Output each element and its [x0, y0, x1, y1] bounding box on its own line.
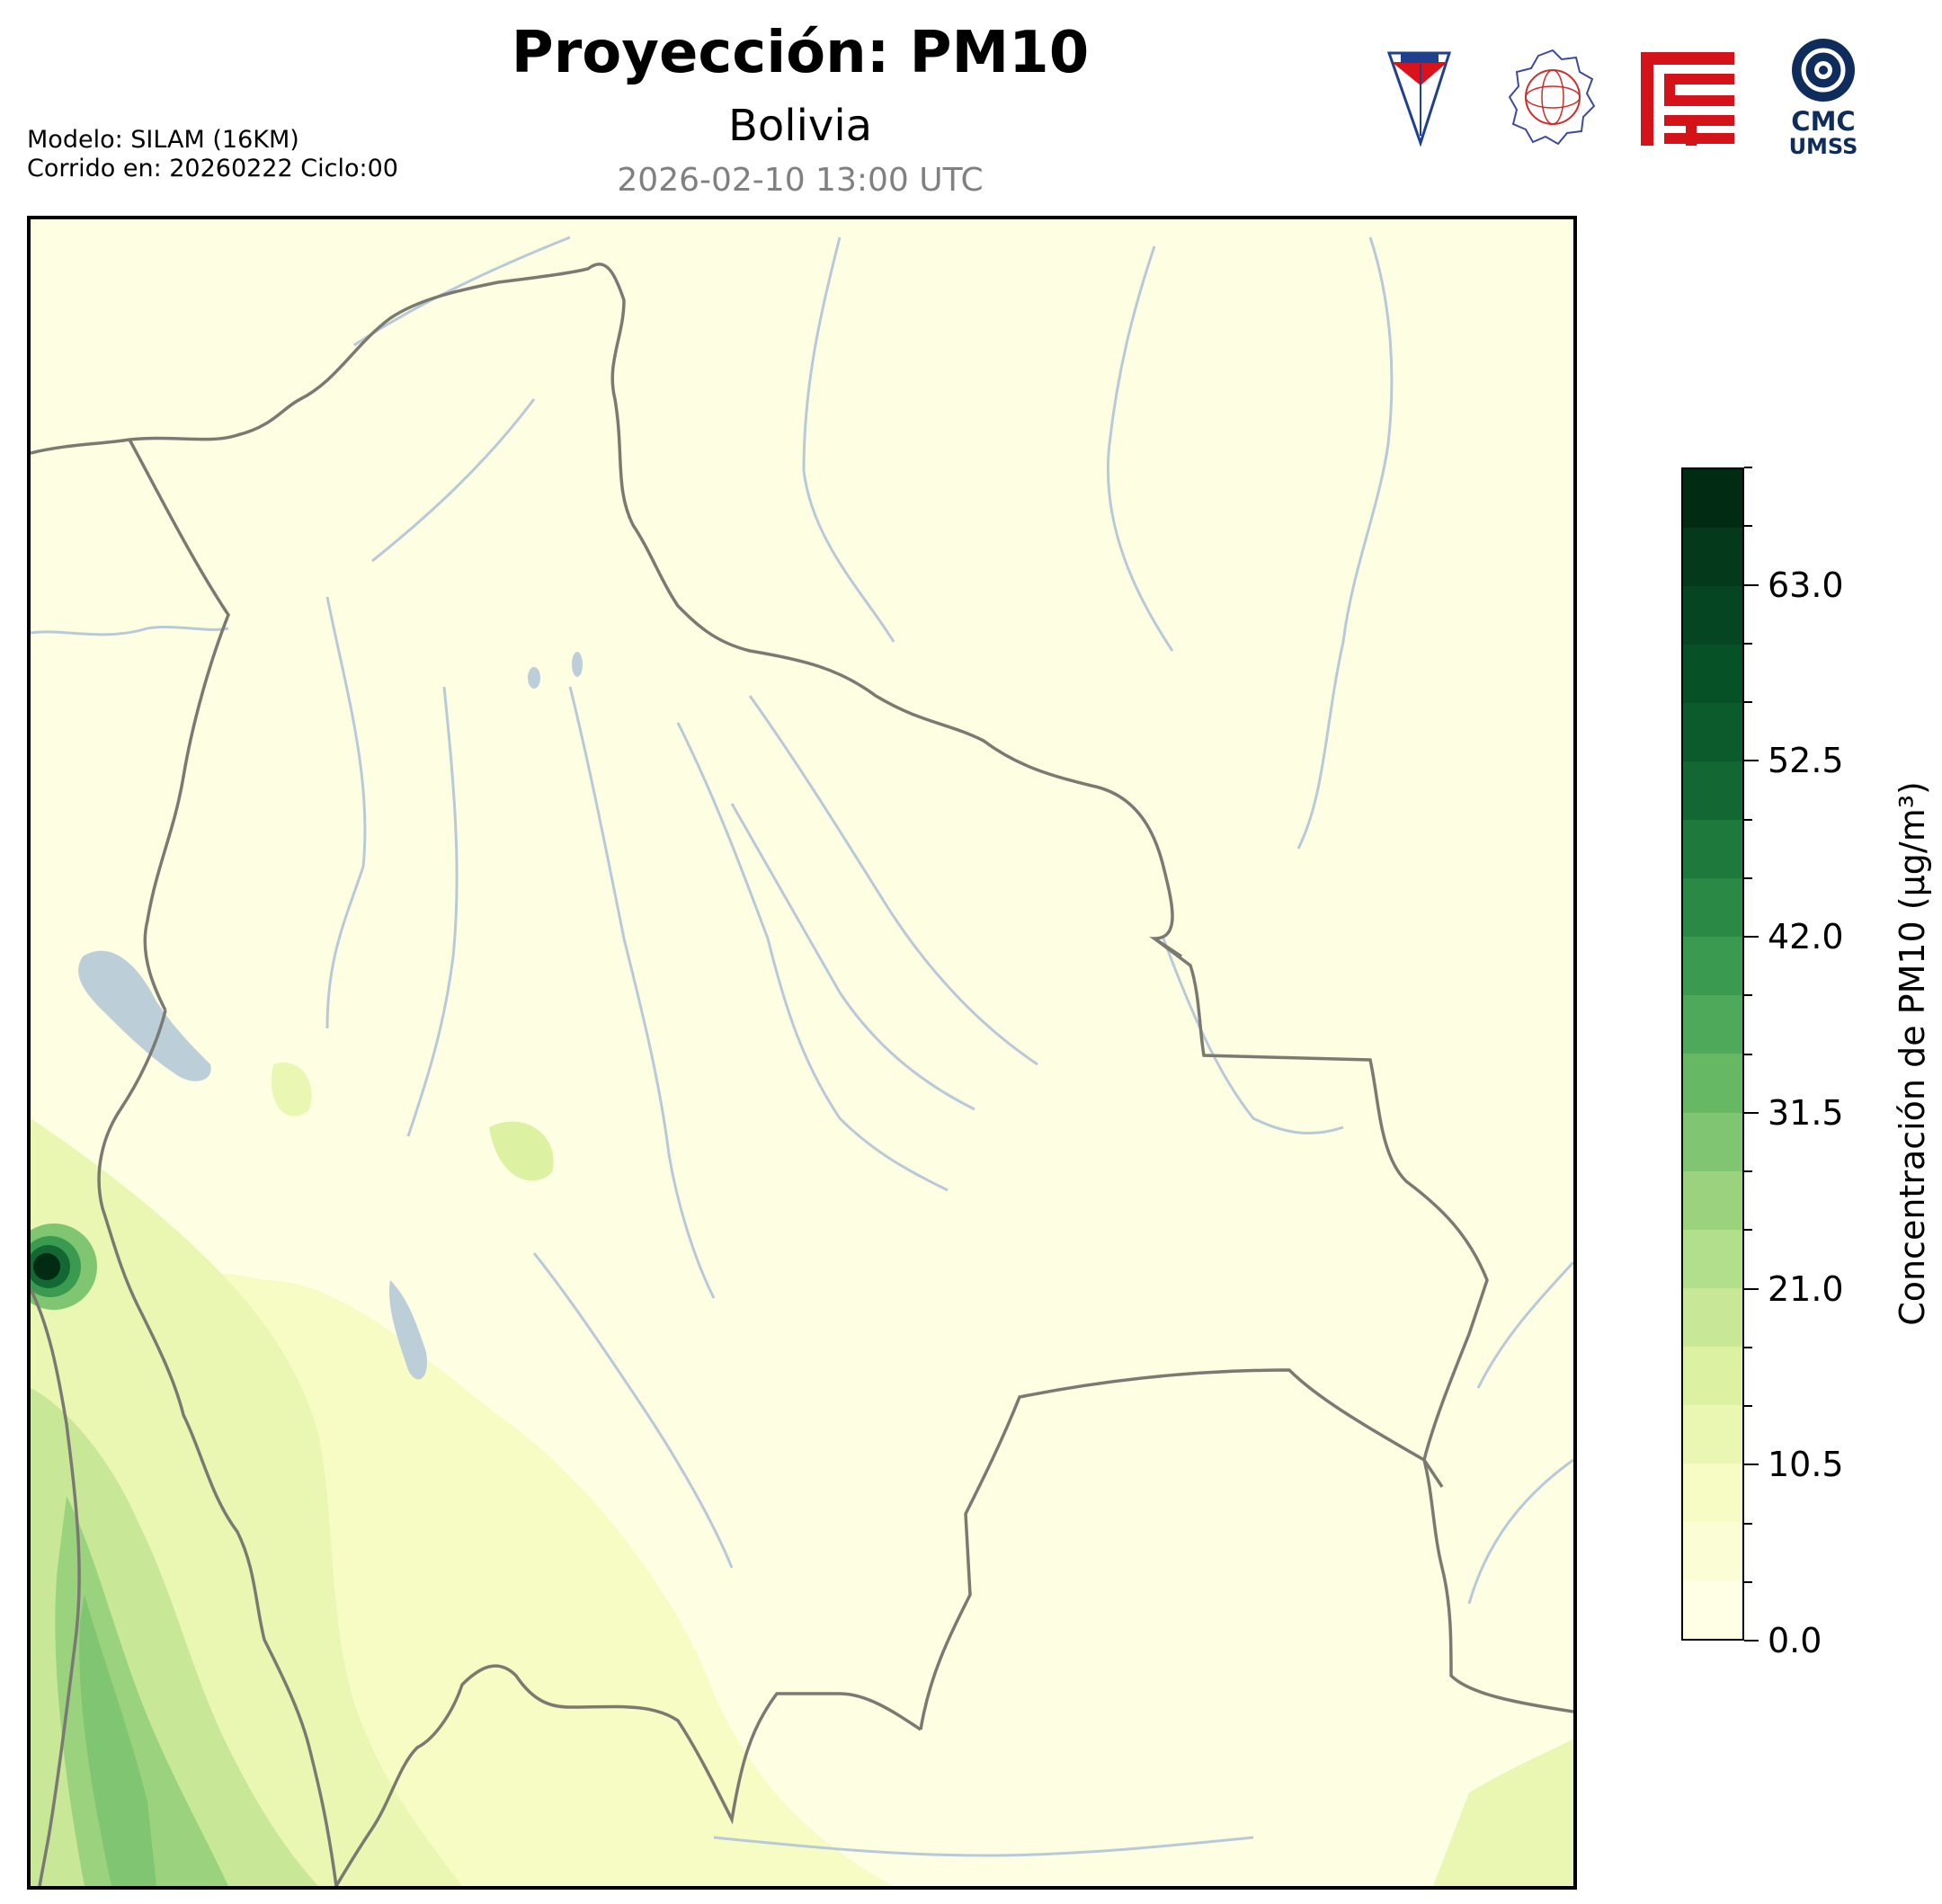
colorbar-minor-tick	[1744, 1580, 1752, 1583]
colorbar-segment	[1683, 528, 1742, 587]
colorbar-minor-tick	[1744, 994, 1752, 997]
colorbar-tick-label: 21.0	[1768, 1268, 1844, 1309]
svg-text:UMSS: UMSS	[1789, 134, 1858, 157]
colorbar-major-tick	[1744, 583, 1759, 586]
colorbar-minor-tick	[1744, 642, 1752, 645]
svg-text:CMC: CMC	[1791, 106, 1855, 137]
colorbar-tick-label: 10.5	[1768, 1445, 1844, 1485]
cmc-umss-logo: CMC UMSS	[1789, 39, 1858, 157]
colorbar-segment	[1683, 469, 1742, 529]
colorbar-tick-label: 63.0	[1768, 565, 1844, 605]
colorbar-segment	[1683, 761, 1742, 821]
colorbar-segment	[1683, 645, 1742, 704]
small-lake	[528, 667, 540, 689]
colorbar-minor-tick	[1744, 1522, 1752, 1525]
colorbar-tick-label: 42.0	[1768, 917, 1844, 956]
country-borders	[31, 262, 1573, 1886]
map-title: Proyección: PM10	[511, 20, 1090, 86]
model-name: Modelo: SILAM (16KM)	[27, 126, 299, 154]
colorbar-major-tick	[1744, 1640, 1759, 1642]
colorbar-segment	[1683, 1521, 1742, 1580]
model-info: Modelo: SILAM (16KM) Corrido en: 2026022…	[27, 126, 398, 183]
colorbar-major-tick	[1744, 1464, 1759, 1466]
colorbar-minor-tick	[1744, 1346, 1752, 1348]
colorbar-segment	[1683, 1054, 1742, 1113]
colorbar-segment	[1683, 1579, 1742, 1639]
colorbar-segment	[1683, 1404, 1742, 1464]
colorbar-major-tick	[1744, 1111, 1759, 1114]
colorbar-tick-label: 52.5	[1768, 741, 1844, 781]
colorbar-segment	[1683, 1287, 1742, 1347]
region-subtitle: Bolivia	[727, 101, 873, 151]
red-emblem-logo	[1641, 52, 1734, 146]
colorbar-major-tick	[1744, 1287, 1759, 1290]
colorbar-segment	[1683, 1170, 1742, 1230]
colorbar-major-tick	[1744, 760, 1759, 762]
colorbar-segment	[1683, 995, 1742, 1054]
colorbar-minor-tick	[1744, 525, 1752, 528]
colorbar-minor-tick	[1744, 876, 1752, 879]
colorbar-major-tick	[1744, 936, 1759, 938]
colorbar-tick-label: 31.5	[1768, 1092, 1844, 1133]
colorbar-segment	[1683, 1112, 1742, 1171]
colorbar-segment	[1683, 703, 1742, 762]
colorbar-minor-tick	[1744, 1170, 1752, 1172]
colorbar-segment	[1683, 1463, 1742, 1522]
colorbar-segment	[1683, 820, 1742, 879]
colorbar-minor-tick	[1744, 467, 1752, 468]
lake-poopo	[389, 1280, 427, 1380]
colorbar-minor-tick	[1744, 1229, 1752, 1232]
forecast-timestamp: 2026-02-10 13:00 UTC	[617, 162, 984, 199]
colorbar-minor-tick	[1744, 1053, 1752, 1055]
colorbar-minor-tick	[1744, 1405, 1752, 1407]
umss-shield-logo	[1386, 51, 1452, 147]
lake-titicaca	[78, 950, 211, 1081]
colorbar-segment	[1683, 1346, 1742, 1405]
run-info: Corrido en: 20260222 Ciclo:00	[27, 155, 398, 182]
colorbar-segment	[1683, 586, 1742, 645]
pm10-map[interactable]	[27, 216, 1577, 1890]
colorbar-minor-tick	[1744, 818, 1752, 821]
departamento-fisica-seal-logo	[1508, 49, 1596, 146]
colorbar-tick-label: 0.0	[1768, 1621, 1822, 1660]
colorbar-label: Concentración de PM10 (µg/m³)	[1893, 781, 1932, 1326]
colorbar-segment	[1683, 937, 1742, 996]
colorbar-segment	[1683, 1229, 1742, 1288]
colorbar	[1681, 467, 1744, 1641]
colorbar-segment	[1683, 878, 1742, 938]
colorbar-minor-tick	[1744, 701, 1752, 703]
lakes	[78, 652, 583, 1380]
map-canvas	[31, 219, 1573, 1886]
small-lake	[572, 652, 583, 677]
